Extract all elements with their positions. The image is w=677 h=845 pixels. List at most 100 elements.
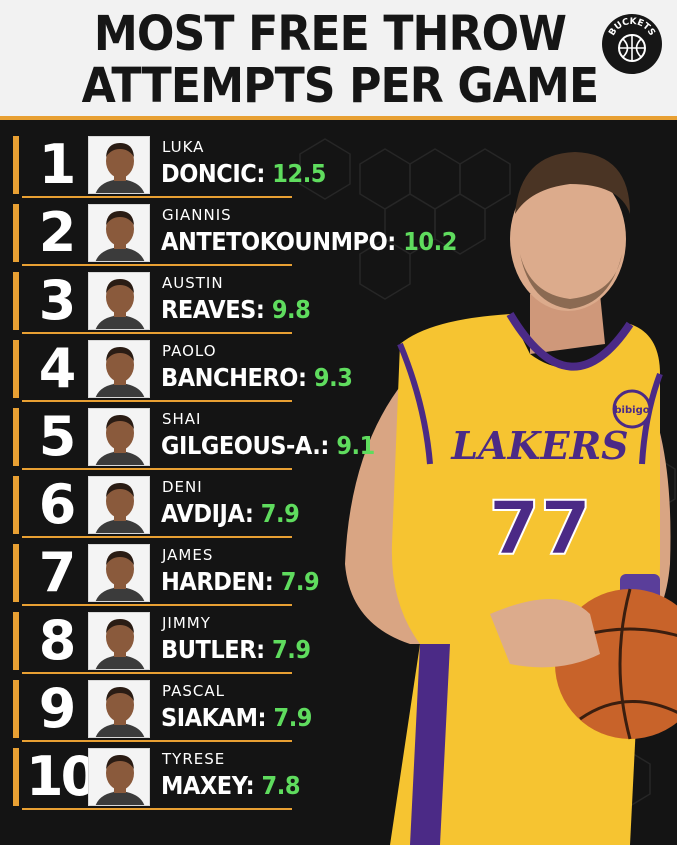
player-first-name: SHAI	[162, 410, 202, 428]
player-stat-line: GILGEOUS-A.: 9.1	[161, 430, 375, 462]
player-stat-line: MAXEY: 7.8	[161, 770, 301, 802]
player-last-name: AVDIJA:	[161, 499, 254, 528]
player-first-name: PAOLO	[162, 342, 217, 360]
player-first-name: GIANNIS	[162, 206, 232, 224]
player-photo	[88, 612, 150, 670]
fta-value: 7.8	[261, 771, 301, 800]
rank-number: 7	[38, 541, 77, 604]
player-first-name: PASCAL	[162, 682, 225, 700]
player-first-name: TYRESE	[162, 750, 226, 768]
list-item: 8 JIMMY BUTLER: 7.9	[0, 608, 420, 676]
buckets-logo: BUCKETS	[602, 14, 662, 74]
rank-number: 3	[38, 269, 77, 332]
row-divider	[22, 332, 292, 334]
player-photo	[88, 544, 150, 602]
player-photo	[88, 136, 150, 194]
list-item: 3 AUSTIN REAVES: 9.8	[0, 268, 420, 336]
row-divider	[22, 264, 292, 266]
player-last-name: BANCHERO:	[161, 363, 307, 392]
row-divider	[22, 740, 292, 742]
header: MOST FREE THROW ATTEMPTS PER GAME BUCKET…	[0, 0, 677, 120]
rank-number: 2	[38, 201, 77, 264]
player-first-name: LUKA	[162, 138, 205, 156]
rank-number: 4	[38, 337, 77, 400]
rank-accent-bar	[13, 544, 19, 602]
row-divider	[22, 672, 292, 674]
player-stat-line: BUTLER: 7.9	[161, 634, 311, 666]
player-last-name: GILGEOUS-A.:	[161, 431, 329, 460]
main-panel: LAKERS 77 bibigo 1 LUKA DONCIC:	[0, 124, 677, 845]
fta-value: 7.9	[272, 635, 311, 664]
player-last-name: ANTETOKOUNMPO:	[161, 227, 396, 256]
player-stat-line: BANCHERO: 9.3	[161, 362, 353, 394]
rank-accent-bar	[13, 340, 19, 398]
list-item: 4 PAOLO BANCHERO: 9.3	[0, 336, 420, 404]
list-item: 6 DENI AVDIJA: 7.9	[0, 472, 420, 540]
rank-number: 1	[38, 133, 77, 196]
rank-accent-bar	[13, 136, 19, 194]
title-line-1: MOST FREE THROW	[93, 6, 567, 62]
player-photo	[88, 340, 150, 398]
player-illustration: LAKERS 77 bibigo	[345, 152, 677, 845]
player-stat-line: SIAKAM: 7.9	[161, 702, 312, 734]
player-photo	[88, 272, 150, 330]
rank-number: 6	[38, 473, 77, 536]
fta-value: 7.9	[280, 567, 320, 596]
title-line-2: ATTEMPTS PER GAME	[81, 58, 600, 114]
fta-value: 7.9	[273, 703, 313, 732]
rank-accent-bar	[13, 272, 19, 330]
row-divider	[22, 196, 292, 198]
player-photo	[88, 476, 150, 534]
fta-value: 9.8	[271, 295, 311, 324]
leaderboard-list: 1 LUKA DONCIC: 12.5 2	[0, 132, 457, 812]
rank-number: 5	[38, 405, 77, 468]
list-item: 9 PASCAL SIAKAM: 7.9	[0, 676, 420, 744]
row-divider	[22, 536, 292, 538]
fta-value: 7.9	[260, 499, 300, 528]
player-first-name: AUSTIN	[162, 274, 224, 292]
row-divider	[22, 604, 292, 606]
rank-accent-bar	[13, 204, 19, 262]
player-stat-line: ANTETOKOUNMPO: 10.2	[161, 226, 457, 258]
list-item: 5 SHAI GILGEOUS-A.: 9.1	[0, 404, 420, 472]
rank-accent-bar	[13, 612, 19, 670]
rank-accent-bar	[13, 476, 19, 534]
jersey-team: LAKERS	[450, 423, 628, 468]
jersey-patch: bibigo	[614, 405, 649, 416]
player-stat-line: AVDIJA: 7.9	[161, 498, 300, 530]
rank-number: 10	[26, 745, 98, 808]
row-divider	[22, 468, 292, 470]
rank-accent-bar	[13, 408, 19, 466]
player-last-name: DONCIC:	[161, 159, 265, 188]
row-divider	[22, 808, 292, 810]
list-item: 10 TYRESE MAXEY: 7.8	[0, 744, 420, 812]
fta-value: 10.2	[403, 227, 457, 256]
list-item: 2 GIANNIS ANTETOKOUNMPO: 10.2	[0, 200, 457, 268]
player-first-name: JIMMY	[162, 614, 211, 632]
player-photo	[88, 680, 150, 738]
player-stat-line: REAVES: 9.8	[161, 294, 311, 326]
rank-number: 8	[38, 609, 77, 672]
player-first-name: DENI	[162, 478, 203, 496]
player-photo	[88, 408, 150, 466]
row-divider	[22, 400, 292, 402]
player-photo	[88, 748, 150, 806]
jersey-number: 77	[489, 486, 592, 572]
list-item: 1 LUKA DONCIC: 12.5	[0, 132, 420, 200]
player-stat-line: DONCIC: 12.5	[161, 158, 326, 190]
fta-value: 12.5	[272, 159, 326, 188]
player-last-name: MAXEY:	[161, 771, 255, 800]
fta-value: 9.3	[313, 363, 353, 392]
fta-value: 9.1	[336, 431, 375, 460]
list-item: 7 JAMES HARDEN: 7.9	[0, 540, 420, 608]
rank-accent-bar	[13, 680, 19, 738]
rank-number: 9	[38, 677, 77, 740]
rank-accent-bar	[13, 748, 19, 806]
player-last-name: BUTLER:	[161, 635, 265, 664]
player-last-name: SIAKAM:	[161, 703, 267, 732]
page-title: MOST FREE THROW ATTEMPTS PER GAME	[81, 6, 600, 114]
player-stat-line: HARDEN: 7.9	[161, 566, 320, 598]
player-photo	[88, 204, 150, 262]
player-first-name: JAMES	[162, 546, 214, 564]
player-last-name: REAVES:	[161, 295, 265, 324]
